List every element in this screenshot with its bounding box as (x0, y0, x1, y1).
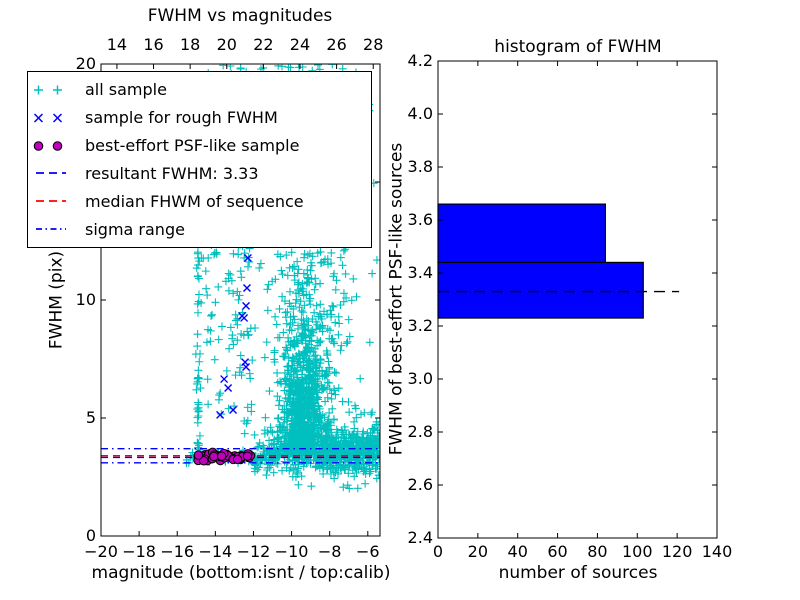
right-plot-title: histogram of FWHM (494, 37, 662, 57)
left-plot-xlabel: magnitude (bottom:isnt / top:calib) (91, 563, 391, 583)
cross-marker-icon (33, 113, 63, 123)
legend-entry-psf-sample: best-effort PSF-like sample (28, 132, 371, 159)
left-plot-title: FWHM vs magnitudes (147, 6, 333, 26)
legend-entry-resultant-fwhm: resultant FWHM: 3.33 (28, 160, 371, 187)
right-plot-ylabel: FWHM of best-effort PSF-like sources (386, 142, 407, 456)
legend-label: median FHWM of sequence (85, 191, 304, 211)
legend-entry-rough-fwhm: sample for rough FWHM (28, 104, 371, 131)
dashdot-line-icon (36, 228, 66, 230)
left-plot-ylabel: FWHM (pix) (46, 250, 67, 350)
legend-entry-median-fwhm: median FHWM of sequence (28, 188, 371, 215)
legend-label: sample for rough FWHM (85, 108, 278, 128)
legend-label: resultant FWHM: 3.33 (85, 163, 259, 183)
right-plot-xlabel: number of sources (498, 563, 658, 583)
legend-entry-all-sample: all sample (28, 76, 371, 103)
plus-marker-icon (34, 85, 62, 95)
legend-label: all sample (85, 80, 167, 100)
legend-box: all sample sample for rough FWHM best-ef… (27, 71, 372, 248)
dashed-line-icon (36, 200, 66, 203)
legend-label: best-effort PSF-like sample (85, 136, 300, 156)
legend-entry-sigma-range: sigma range (28, 216, 371, 243)
legend-label: sigma range (85, 219, 185, 239)
dashed-line-icon (36, 172, 66, 175)
circle-marker-icon (33, 140, 63, 151)
